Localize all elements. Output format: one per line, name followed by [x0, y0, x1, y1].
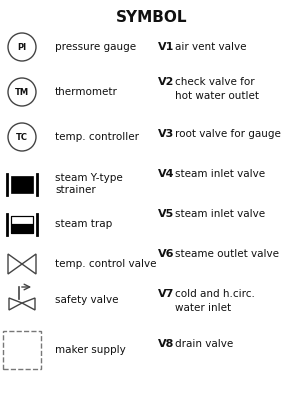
Text: TC: TC — [16, 133, 28, 141]
Bar — [11, 215, 33, 232]
Bar — [11, 215, 33, 224]
Bar — [3, 331, 41, 369]
Text: PI: PI — [17, 42, 26, 52]
Text: TM: TM — [15, 87, 29, 96]
Text: water inlet: water inlet — [175, 303, 231, 313]
Text: V1: V1 — [158, 42, 174, 52]
Text: hot water outlet: hot water outlet — [175, 91, 259, 101]
Text: check valve for: check valve for — [175, 77, 255, 87]
Text: V8: V8 — [158, 339, 174, 349]
Text: steame outlet valve: steame outlet valve — [175, 249, 279, 259]
Text: temp. control valve: temp. control valve — [55, 259, 157, 269]
Text: V2: V2 — [158, 77, 174, 87]
Text: steam inlet valve: steam inlet valve — [175, 169, 265, 179]
Text: V3: V3 — [158, 129, 174, 139]
Text: V7: V7 — [158, 289, 174, 299]
Text: air vent valve: air vent valve — [175, 42, 247, 52]
Text: temp. controller: temp. controller — [55, 132, 139, 142]
Text: V6: V6 — [158, 249, 174, 259]
Text: maker supply: maker supply — [55, 345, 126, 355]
Text: V5: V5 — [158, 209, 174, 219]
Text: V4: V4 — [158, 169, 174, 179]
Text: steam trap: steam trap — [55, 219, 112, 229]
Text: safety valve: safety valve — [55, 295, 119, 305]
Text: cold and h.circ.: cold and h.circ. — [175, 289, 255, 299]
Text: drain valve: drain valve — [175, 339, 233, 349]
Bar — [11, 176, 33, 192]
Text: steam Y-type
strainer: steam Y-type strainer — [55, 173, 123, 195]
Text: steam inlet valve: steam inlet valve — [175, 209, 265, 219]
Text: pressure gauge: pressure gauge — [55, 42, 136, 52]
Text: root valve for gauge: root valve for gauge — [175, 129, 281, 139]
Text: SYMBOL: SYMBOL — [116, 9, 188, 24]
Text: thermometr: thermometr — [55, 87, 118, 97]
Bar — [11, 224, 33, 232]
